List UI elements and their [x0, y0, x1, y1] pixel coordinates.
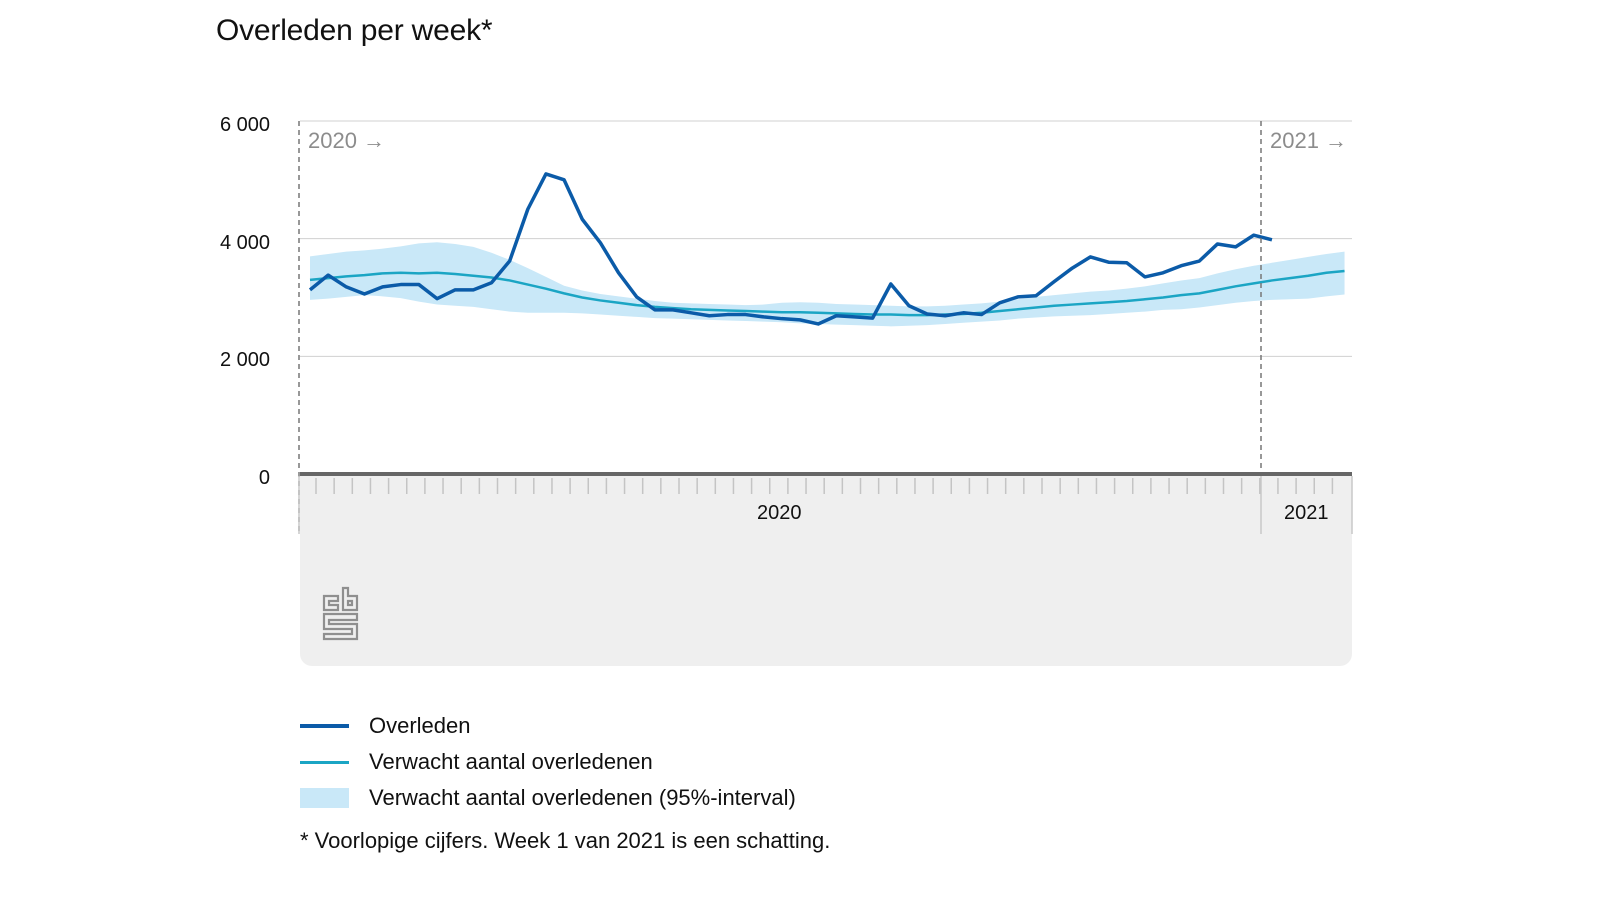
- deaths-line: [308, 172, 1273, 326]
- legend: Overleden Verwacht aantal overledenen Ve…: [300, 708, 796, 816]
- y-tick-label: 6 000: [219, 114, 270, 136]
- legend-label: Verwacht aantal overledenen (95%-interva…: [369, 785, 796, 810]
- chart-title: Overleden per week*: [216, 14, 493, 47]
- legend-label: Verwacht aantal overledenen: [369, 749, 653, 774]
- footnote: * Voorlopige cijfers. Week 1 van 2021 is…: [300, 828, 831, 853]
- expected-line: [309, 269, 1345, 317]
- legend-label: Overleden: [369, 713, 471, 738]
- x-axis-panel: [300, 474, 1352, 666]
- interval-band: [310, 242, 1345, 327]
- legend-item-overleden: Overleden: [300, 708, 796, 744]
- y-tick-label: 2 000: [219, 349, 270, 371]
- x-year-label-2020: 2020: [757, 502, 802, 524]
- legend-item-verwacht: Verwacht aantal overledenen: [300, 744, 796, 780]
- legend-swatch-interval: [300, 788, 349, 808]
- legend-item-interval: Verwacht aantal overledenen (95%-interva…: [300, 780, 796, 816]
- period-marker-2020: 2020 →: [308, 128, 386, 153]
- gridlines: [300, 120, 1352, 357]
- week-ticks: [315, 478, 1334, 494]
- x-year-label-2021: 2021: [1284, 502, 1329, 524]
- y-tick-label: 0: [258, 467, 270, 489]
- cbs-logo-icon: [322, 586, 359, 641]
- period-marker-2021: 2021 →: [1270, 128, 1348, 153]
- legend-swatch-expected: [300, 760, 349, 764]
- legend-swatch-deaths: [300, 724, 349, 728]
- y-tick-label: 4 000: [219, 232, 270, 254]
